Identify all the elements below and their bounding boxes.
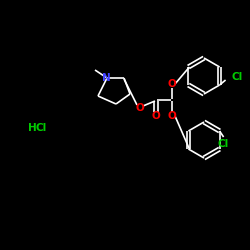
Text: N: N [102,73,110,83]
Text: O: O [136,103,144,113]
Text: O: O [168,79,176,89]
Text: Cl: Cl [218,139,229,149]
Text: Cl: Cl [35,123,46,133]
Text: O: O [152,111,160,121]
Text: O: O [168,111,176,121]
Text: Cl: Cl [232,72,243,82]
Text: H: H [28,123,37,133]
